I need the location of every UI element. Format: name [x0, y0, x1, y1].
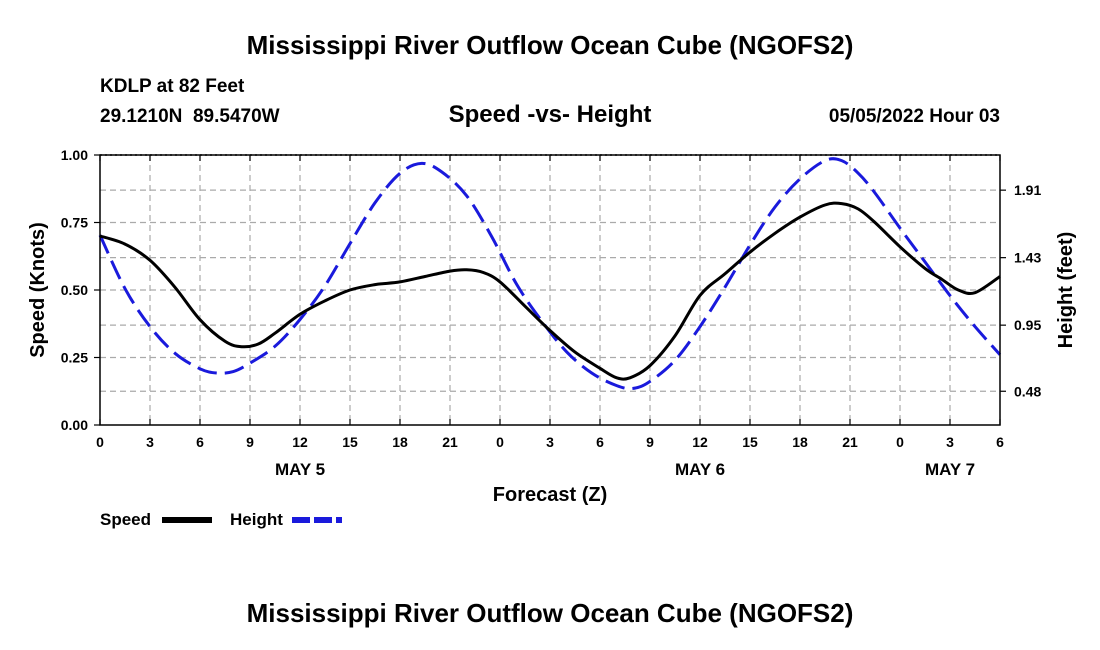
x-tick-label: 9 [246, 434, 254, 450]
day-label: MAY 5 [275, 460, 325, 479]
x-tick-label: 15 [742, 434, 758, 450]
y2-tick-label: 1.91 [1014, 182, 1041, 198]
legend-height-label: Height [230, 510, 283, 529]
chart-main-title: Mississippi River Outflow Ocean Cube (NG… [246, 30, 854, 60]
x-tick-label: 0 [96, 434, 104, 450]
y2-tick-label: 1.43 [1014, 250, 1041, 266]
data-series [98, 157, 1002, 391]
footer-title: Mississippi River Outflow Ocean Cube (NG… [246, 598, 854, 628]
y-tick-label: 1.00 [61, 147, 88, 163]
y-tick-label: 0.50 [61, 282, 88, 298]
grid-lines [100, 154, 1000, 425]
tick-labels: 0 3 6 9 12 15 18 21 0 3 6 9 12 15 18 21 0 3 6 0.00 0.25 0.50 0… [61, 147, 1042, 479]
tick-marks [94, 154, 1006, 426]
x-tick-label: 18 [392, 434, 408, 450]
x-tick-label: 3 [946, 434, 954, 450]
x-axis-label: Forecast (Z) [493, 484, 607, 506]
x-tick-label: 3 [546, 434, 554, 450]
legend: Speed Height [100, 510, 342, 529]
height-series-line [98, 157, 1002, 391]
y-tick-label: 0.75 [61, 215, 88, 231]
x-tick-label: 0 [496, 434, 504, 450]
legend-speed-label: Speed [100, 510, 151, 529]
day-label: MAY 6 [675, 460, 725, 479]
y2-tick-label: 0.95 [1014, 317, 1041, 333]
y-tick-label: 0.25 [61, 350, 88, 366]
y-tick-label: 0.00 [61, 417, 88, 433]
coordinates-label: 29.1210N 89.5470W [100, 106, 280, 127]
x-tick-label: 9 [646, 434, 654, 450]
x-tick-label: 6 [596, 434, 604, 450]
x-tick-label: 12 [292, 434, 308, 450]
x-tick-label: 6 [196, 434, 204, 450]
x-tick-label: 0 [896, 434, 904, 450]
chart-subtitle: Speed -vs- Height [448, 101, 652, 128]
x-tick-label: 21 [442, 434, 458, 450]
station-label: KDLP at 82 Feet [100, 76, 245, 97]
x-tick-label: 18 [792, 434, 808, 450]
x-tick-label: 15 [342, 434, 358, 450]
y2-axis-label: Height (feet) [1055, 232, 1077, 349]
speed-series-line [99, 201, 1001, 381]
y2-tick-label: 0.48 [1014, 383, 1041, 399]
y-axis-label: Speed (Knots) [27, 222, 49, 358]
x-tick-label: 12 [692, 434, 708, 450]
x-tick-label: 21 [842, 434, 858, 450]
forecast-datetime: 05/05/2022 Hour 03 [828, 106, 1000, 127]
day-label: MAY 7 [925, 460, 975, 479]
x-tick-label: 3 [146, 434, 154, 450]
x-tick-label: 6 [996, 434, 1004, 450]
